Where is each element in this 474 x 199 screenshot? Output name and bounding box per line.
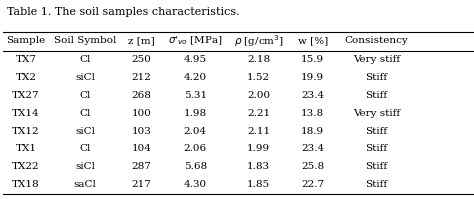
Text: Cl: Cl (79, 91, 91, 100)
Text: $\rho$ [g/cm$^3$]: $\rho$ [g/cm$^3$] (234, 33, 284, 49)
Text: 25.8: 25.8 (301, 162, 324, 171)
Text: 250: 250 (131, 55, 151, 64)
Text: 5.68: 5.68 (184, 162, 207, 171)
Text: 1.85: 1.85 (247, 180, 270, 189)
Text: Very stiff: Very stiff (353, 109, 400, 118)
Text: 217: 217 (131, 180, 151, 189)
Text: TX12: TX12 (12, 127, 40, 136)
Text: Soil Symbol: Soil Symbol (54, 36, 116, 45)
Text: 23.4: 23.4 (301, 91, 324, 100)
Text: 100: 100 (131, 109, 151, 118)
Text: Very stiff: Very stiff (353, 55, 400, 64)
Text: Consistency: Consistency (345, 36, 408, 45)
Text: TX22: TX22 (12, 162, 40, 171)
Text: 22.7: 22.7 (301, 180, 324, 189)
Text: 2.04: 2.04 (184, 127, 207, 136)
Text: TX7: TX7 (16, 55, 36, 64)
Text: TX18: TX18 (12, 180, 40, 189)
Text: 1.99: 1.99 (247, 144, 270, 153)
Text: Stiff: Stiff (365, 91, 387, 100)
Text: Sample: Sample (7, 36, 46, 45)
Text: z [m]: z [m] (128, 36, 155, 45)
Text: 1.83: 1.83 (247, 162, 270, 171)
Text: 287: 287 (131, 162, 151, 171)
Text: Stiff: Stiff (365, 144, 387, 153)
Text: w [%]: w [%] (298, 36, 328, 45)
Text: TX14: TX14 (12, 109, 40, 118)
Text: 2.00: 2.00 (247, 91, 270, 100)
Text: Table 1. The soil samples characteristics.: Table 1. The soil samples characteristic… (7, 7, 240, 17)
Text: 2.21: 2.21 (247, 109, 270, 118)
Text: Stiff: Stiff (365, 73, 387, 82)
Text: 18.9: 18.9 (301, 127, 324, 136)
Text: siCl: siCl (75, 127, 95, 136)
Text: $\sigma$'$_{vo}$ [MPa]: $\sigma$'$_{vo}$ [MPa] (168, 35, 223, 47)
Text: 103: 103 (131, 127, 151, 136)
Text: siCl: siCl (75, 162, 95, 171)
Text: Stiff: Stiff (365, 180, 387, 189)
Text: 104: 104 (131, 144, 151, 153)
Text: 268: 268 (131, 91, 151, 100)
Text: 23.4: 23.4 (301, 144, 324, 153)
Text: TX27: TX27 (12, 91, 40, 100)
Text: 2.18: 2.18 (247, 55, 270, 64)
Text: saCl: saCl (73, 180, 96, 189)
Text: TX2: TX2 (16, 73, 36, 82)
Text: 4.95: 4.95 (184, 55, 207, 64)
Text: 4.30: 4.30 (184, 180, 207, 189)
Text: 212: 212 (131, 73, 151, 82)
Text: 1.52: 1.52 (247, 73, 270, 82)
Text: 19.9: 19.9 (301, 73, 324, 82)
Text: Stiff: Stiff (365, 162, 387, 171)
Text: 4.20: 4.20 (184, 73, 207, 82)
Text: Cl: Cl (79, 55, 91, 64)
Text: 1.98: 1.98 (184, 109, 207, 118)
Text: 2.11: 2.11 (247, 127, 270, 136)
Text: siCl: siCl (75, 73, 95, 82)
Text: Cl: Cl (79, 109, 91, 118)
Text: 2.06: 2.06 (184, 144, 207, 153)
Text: 5.31: 5.31 (184, 91, 207, 100)
Text: Stiff: Stiff (365, 127, 387, 136)
Text: 15.9: 15.9 (301, 55, 324, 64)
Text: TX1: TX1 (16, 144, 36, 153)
Text: 13.8: 13.8 (301, 109, 324, 118)
Text: Cl: Cl (79, 144, 91, 153)
